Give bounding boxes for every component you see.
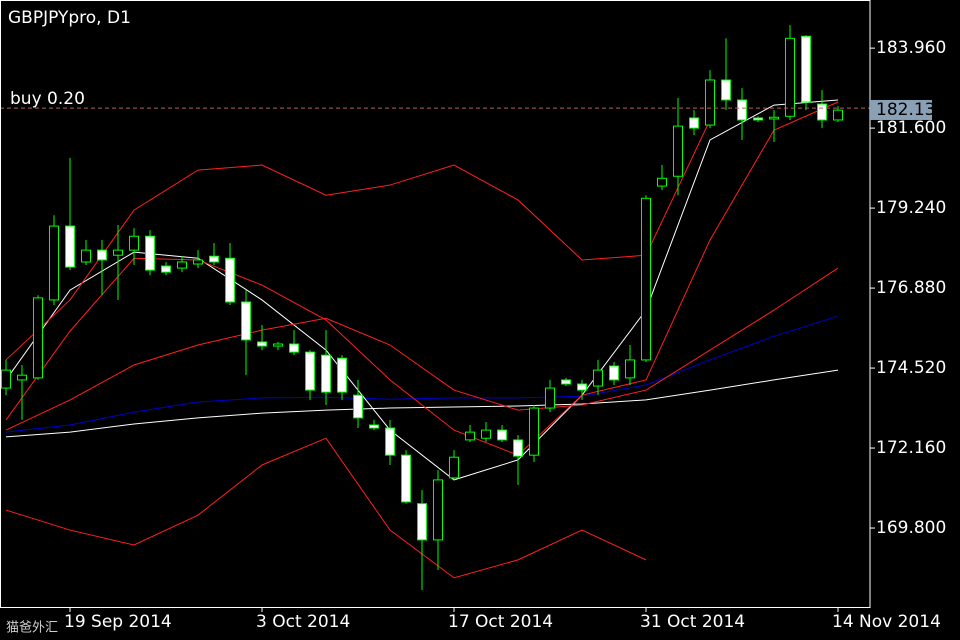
candle-body xyxy=(593,369,603,387)
x-tick-label: 3 Oct 2014 xyxy=(256,612,350,632)
indicator-line xyxy=(5,369,839,438)
indicator-line xyxy=(5,99,839,481)
candle-body xyxy=(97,249,107,261)
current-price-label: 182.135 xyxy=(876,100,946,120)
candle-body xyxy=(657,177,667,187)
candle-body xyxy=(241,301,251,341)
y-tick-label: 179.240 xyxy=(876,198,946,218)
x-tick-label: 31 Oct 2014 xyxy=(640,612,745,632)
candle-body xyxy=(497,429,507,441)
indicator-line xyxy=(5,119,711,361)
watermark: 猫爸外汇 xyxy=(6,621,58,636)
candle-body xyxy=(193,259,203,265)
candle-body xyxy=(673,125,683,177)
candle-body xyxy=(353,394,363,419)
y-tick-label: 172.160 xyxy=(876,438,946,458)
candle-body xyxy=(817,103,827,121)
y-tick-label: 176.880 xyxy=(876,278,946,298)
candle-body xyxy=(273,343,283,347)
candle-body xyxy=(289,343,299,353)
candle-body xyxy=(449,456,459,479)
candle-body xyxy=(209,255,219,263)
candle-body xyxy=(721,79,731,101)
y-tick-label: 183.960 xyxy=(876,38,946,58)
candle-body xyxy=(305,351,315,391)
candle-body xyxy=(641,197,651,361)
candle-body xyxy=(337,357,347,393)
candle-body xyxy=(481,429,491,439)
candle-body xyxy=(81,249,91,263)
candle-body xyxy=(753,117,763,121)
candle-body xyxy=(737,99,747,121)
candle-body xyxy=(577,383,587,391)
candle-body xyxy=(785,37,795,117)
order-label: buy 0.20 xyxy=(10,89,85,109)
candle-body xyxy=(177,261,187,269)
candle-body xyxy=(257,341,267,347)
y-tick-label: 174.520 xyxy=(876,358,946,378)
candle-body xyxy=(385,427,395,456)
y-tick-label: 181.600 xyxy=(876,118,946,138)
candle-body xyxy=(369,424,379,429)
x-tick-label: 17 Oct 2014 xyxy=(448,612,553,632)
y-tick-label: 169.800 xyxy=(876,518,946,538)
candle-body xyxy=(561,379,571,385)
x-tick-label: 19 Sep 2014 xyxy=(64,612,172,632)
candle-body xyxy=(769,116,779,120)
candle-body xyxy=(1,369,11,389)
candle-body xyxy=(705,79,715,126)
candle-body xyxy=(833,109,843,121)
current-price-box xyxy=(870,99,932,120)
chart-title: GBPJPYpro, D1 xyxy=(8,8,131,28)
candle-body xyxy=(65,225,75,268)
candle-body xyxy=(689,117,699,129)
indicator-line xyxy=(5,267,839,431)
candle-body xyxy=(17,374,27,381)
candle-body xyxy=(417,503,427,541)
candle-body xyxy=(113,249,123,256)
candle-body xyxy=(609,365,619,381)
indicator-line xyxy=(5,315,839,433)
candle-body xyxy=(401,454,411,503)
candle-body xyxy=(161,265,171,273)
candle-body xyxy=(225,257,235,303)
candle-body xyxy=(129,235,139,251)
x-tick-label: 14 Nov 2014 xyxy=(832,612,941,632)
candle-body xyxy=(145,235,155,271)
indicator-line xyxy=(5,101,839,456)
candle-body xyxy=(321,354,331,393)
candle-body xyxy=(625,359,635,379)
candle-body xyxy=(465,431,475,441)
candle-body xyxy=(545,387,555,409)
candle-body xyxy=(49,225,59,301)
candle-body xyxy=(433,479,443,541)
candle-body xyxy=(513,439,523,457)
plot-frame xyxy=(0,0,871,608)
candle-body xyxy=(33,297,43,379)
candle-body xyxy=(801,35,811,103)
candle-body xyxy=(529,407,539,456)
